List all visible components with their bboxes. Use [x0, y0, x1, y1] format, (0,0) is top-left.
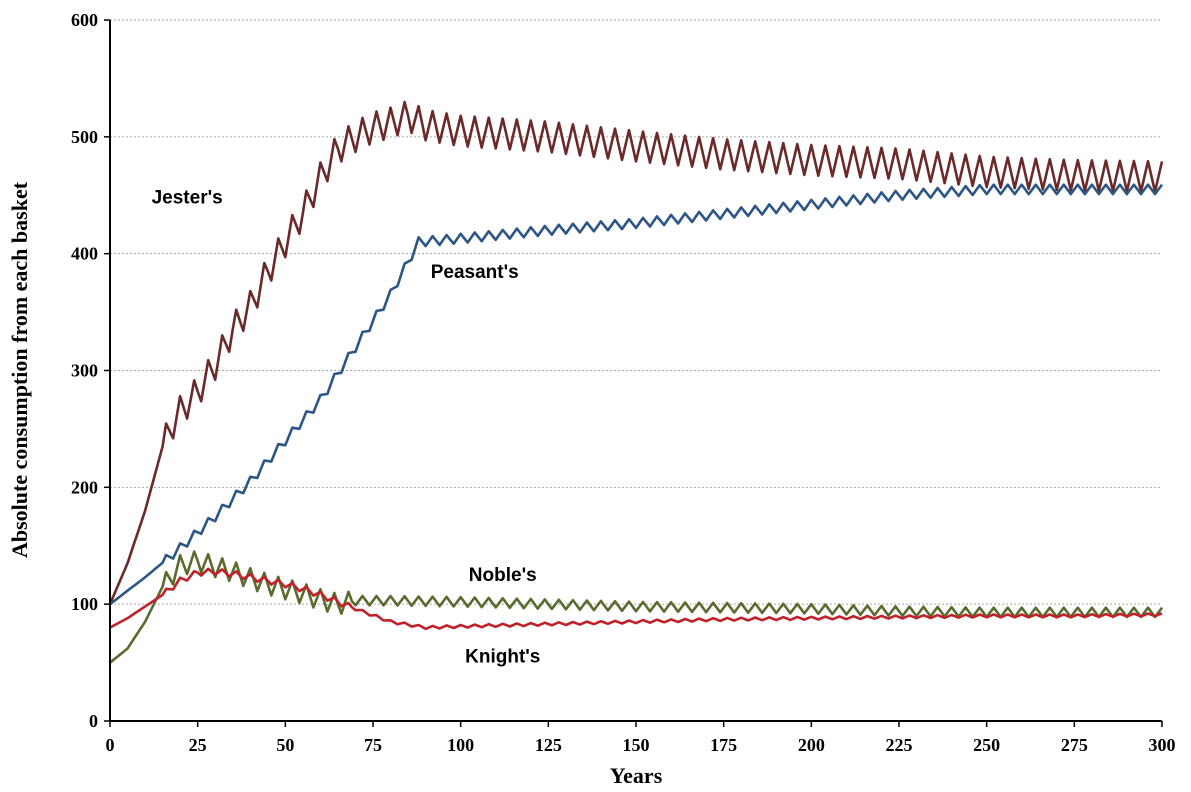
x-tick-label: 100 — [447, 735, 474, 755]
x-tick-label: 225 — [886, 735, 913, 755]
x-tick-label: 125 — [535, 735, 562, 755]
y-tick-labels: 0 100 200 300 400 500 600 — [71, 10, 98, 731]
x-tick-labels: 0 25 50 75 100 125 150 175 200 225 250 275 300 — [106, 735, 1176, 755]
x-axis-title: Years — [610, 763, 663, 788]
gridlines — [110, 19, 1162, 605]
y-tick-label: 600 — [71, 10, 98, 30]
series-line-peasants — [109, 183, 1164, 606]
x-tick-label: 75 — [364, 735, 382, 755]
y-tick-label: 500 — [71, 127, 98, 147]
y-tick-label: 200 — [71, 477, 98, 497]
x-tick-label: 0 — [106, 735, 115, 755]
axes — [104, 19, 1163, 727]
y-tick-label: 100 — [71, 594, 98, 614]
x-tick-label: 150 — [623, 735, 650, 755]
x-tick-label: 25 — [189, 735, 207, 755]
x-tick-label: 50 — [276, 735, 294, 755]
x-tick-label: 250 — [973, 735, 1000, 755]
y-tick-label: 300 — [71, 361, 98, 381]
series-line-knights — [109, 567, 1163, 631]
series-label: Jester's — [152, 187, 223, 208]
series-lines — [108, 100, 1164, 664]
series-label: Noble's — [469, 565, 537, 586]
y-tick-label: 400 — [71, 244, 98, 264]
x-tick-label: 200 — [798, 735, 825, 755]
series-line-nobles — [109, 550, 1164, 664]
series-label: Peasant's — [431, 262, 519, 283]
x-tick-label: 300 — [1149, 735, 1176, 755]
y-axis-title: Absolute consumption from each basket — [7, 181, 32, 558]
series-line-jesters — [108, 100, 1164, 605]
series-label: Knight's — [465, 647, 540, 668]
y-tick-label: 0 — [89, 711, 98, 731]
series-annotations: Jester's Peasant's Noble's Knight's — [152, 187, 541, 667]
x-tick-label: 275 — [1061, 735, 1088, 755]
x-tick-label: 175 — [710, 735, 737, 755]
